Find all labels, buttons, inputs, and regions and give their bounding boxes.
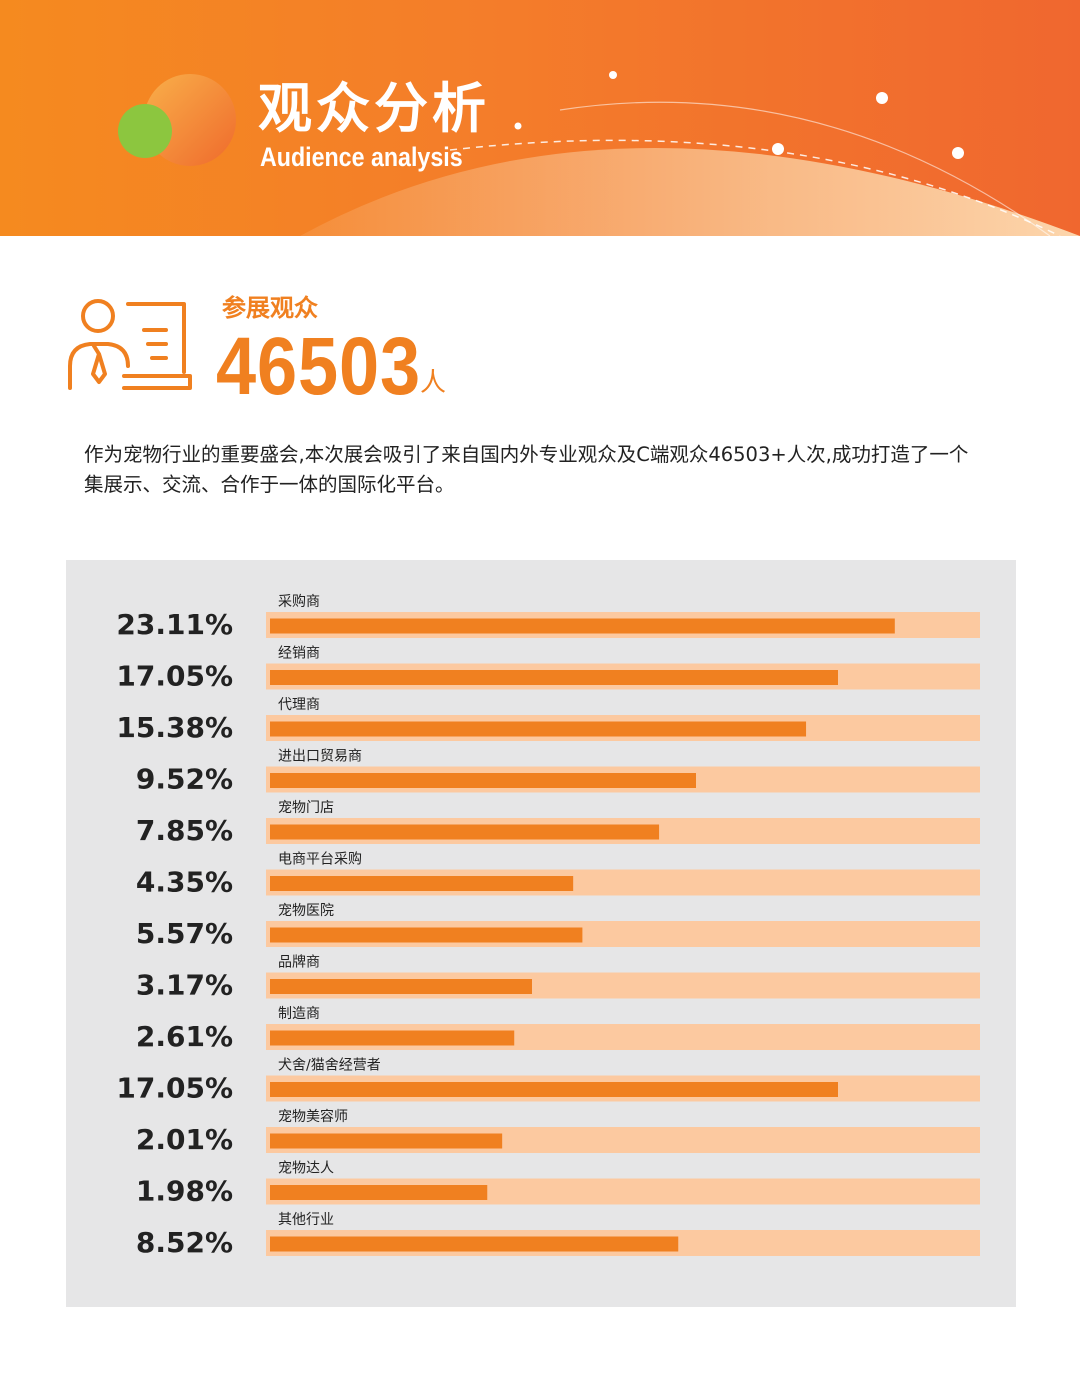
bar xyxy=(270,1133,503,1149)
bar-chart: 采购商 23.11% 经销商 17.05% 代理商 15.38% 进出口贸易商 9.52% 宠物… xyxy=(116,594,980,1259)
category-label: 代理商 xyxy=(278,697,320,713)
percent-label: 4.35% xyxy=(136,866,233,899)
category-label: 宠物美容师 xyxy=(278,1108,348,1125)
percent-label: 3.17% xyxy=(136,969,233,1002)
banner-decoration xyxy=(118,71,1080,236)
category-label: 采购商 xyxy=(278,594,320,610)
percent-label: 8.52% xyxy=(136,1226,233,1259)
chart-panel: 采购商 23.11% 经销商 17.05% 代理商 15.38% 进出口贸易商 9.52% 宠物… xyxy=(66,560,1016,1307)
percent-label: 7.85% xyxy=(136,814,233,847)
category-label: 制造商 xyxy=(278,1006,320,1022)
bar xyxy=(270,824,660,840)
percent-label: 17.05% xyxy=(116,1072,233,1105)
percent-label: 17.05% xyxy=(116,660,233,693)
presenter-board-icon xyxy=(68,299,192,390)
stat-label: 参展观众 xyxy=(222,294,318,322)
percent-label: 5.57% xyxy=(136,917,233,950)
category-label: 犬舍/猫舍经营者 xyxy=(278,1058,381,1074)
category-label: 宠物门店 xyxy=(278,800,334,816)
bar xyxy=(270,979,532,994)
bar xyxy=(270,618,895,634)
bar xyxy=(270,721,807,737)
percent-label: 23.11% xyxy=(116,608,233,641)
bar xyxy=(270,1082,838,1097)
sparkle-dot xyxy=(514,122,522,130)
percent-label: 9.52% xyxy=(136,763,233,796)
category-label: 宠物达人 xyxy=(278,1161,334,1177)
page-title: 观众分析 xyxy=(258,77,490,140)
bar xyxy=(270,670,838,685)
header-banner: 观众分析 Audience analysis xyxy=(0,0,1080,236)
stat-value: 46503 xyxy=(216,321,422,412)
sparkle-dot xyxy=(952,147,964,159)
percent-label: 15.38% xyxy=(116,711,233,744)
description-paragraph: 作为宠物行业的重要盛会,本次展会吸引了来自国内外专业观众及C端观众46503+人… xyxy=(84,443,969,496)
category-label: 宠物医院 xyxy=(278,903,334,919)
percent-label: 2.61% xyxy=(136,1020,233,1053)
category-label: 经销商 xyxy=(278,646,320,662)
sparkle-dot xyxy=(609,71,617,79)
green-orb xyxy=(118,104,172,158)
sparkle-dot xyxy=(772,143,784,155)
bar xyxy=(270,927,583,943)
bar xyxy=(270,1030,515,1046)
bar xyxy=(270,773,696,788)
stat-unit: 人 xyxy=(420,368,447,398)
bar xyxy=(270,1236,679,1252)
category-label: 品牌商 xyxy=(278,954,320,971)
sparkle-dot xyxy=(876,92,888,104)
percent-label: 2.01% xyxy=(136,1123,233,1156)
category-label: 进出口贸易商 xyxy=(278,749,362,765)
bar xyxy=(270,876,574,891)
percent-label: 1.98% xyxy=(136,1175,233,1208)
category-label: 其他行业 xyxy=(278,1212,334,1228)
page-subtitle: Audience analysis xyxy=(260,142,463,172)
bar xyxy=(270,1185,488,1200)
category-label: 电商平台采购 xyxy=(278,852,362,868)
banner-arc xyxy=(300,148,1080,236)
